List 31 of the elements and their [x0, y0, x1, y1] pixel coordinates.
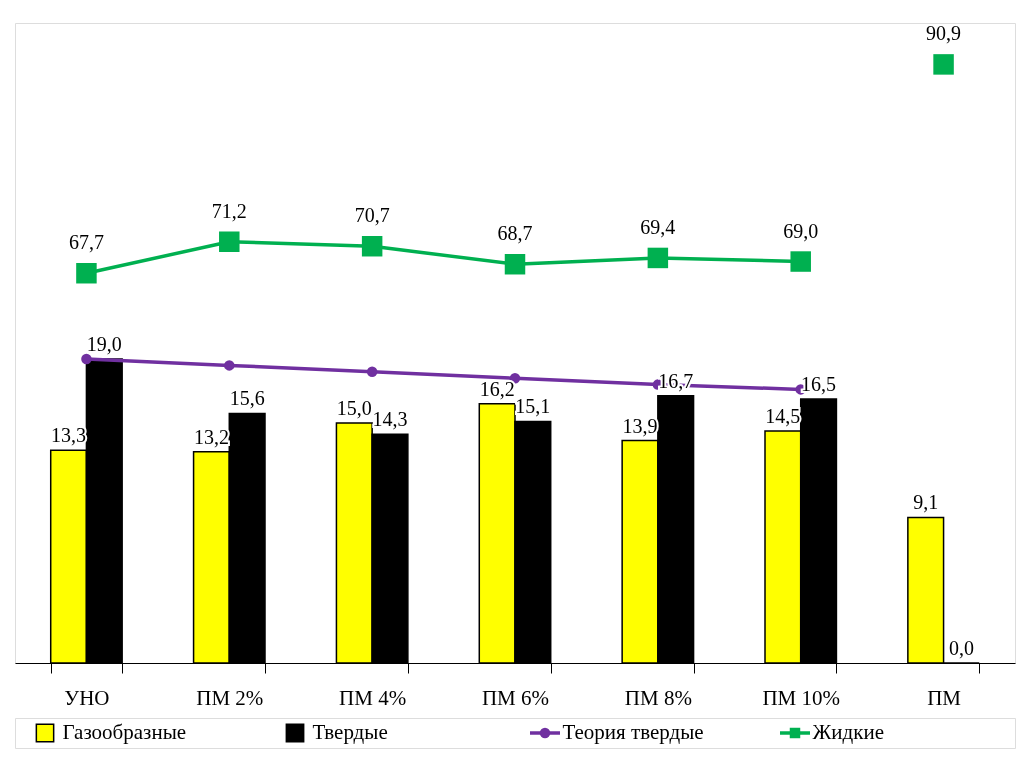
data-label: 16,5 — [801, 373, 837, 395]
data-label: 13,3 — [51, 424, 87, 447]
data-label: 90,9 — [926, 22, 962, 45]
x-tick-label: ПМ 4% — [339, 685, 407, 710]
data-label: 15,6 — [229, 387, 265, 410]
legend-label: Газообразные — [62, 720, 187, 744]
data-label: 68,7 — [497, 222, 533, 245]
data-label: 15,0 — [336, 397, 372, 419]
data-label: 0,0 — [948, 637, 974, 659]
data-label: 13,9 — [622, 414, 658, 437]
legend-label: Теория твердые — [562, 720, 704, 744]
data-label: 70,7 — [354, 204, 390, 227]
x-tick-label: УНО — [64, 685, 110, 710]
x-tick-label: ПМ 2% — [196, 685, 264, 710]
legend-label: Жидкие — [812, 720, 885, 744]
data-label: 9,1 — [913, 491, 939, 514]
data-label: 13,2 — [193, 425, 229, 448]
data-label: 16,2 — [479, 377, 515, 400]
data-label: 69,4 — [640, 215, 676, 238]
data-label: 69,0 — [783, 219, 819, 242]
legend-label: Твердые — [312, 720, 388, 744]
x-tick-label: ПМ 10% — [762, 685, 841, 710]
data-label: 19,0 — [86, 333, 122, 355]
data-label: 67,7 — [68, 231, 104, 254]
x-tick-label: ПМ 6% — [481, 685, 550, 710]
data-label: 71,2 — [211, 199, 247, 222]
data-label: 14,3 — [372, 408, 408, 431]
data-label: 15,1 — [515, 395, 551, 418]
x-tick-label: ПМ — [927, 685, 962, 710]
data-label: 14,5 — [765, 405, 801, 427]
x-tick-label: ПМ 8% — [624, 685, 692, 710]
